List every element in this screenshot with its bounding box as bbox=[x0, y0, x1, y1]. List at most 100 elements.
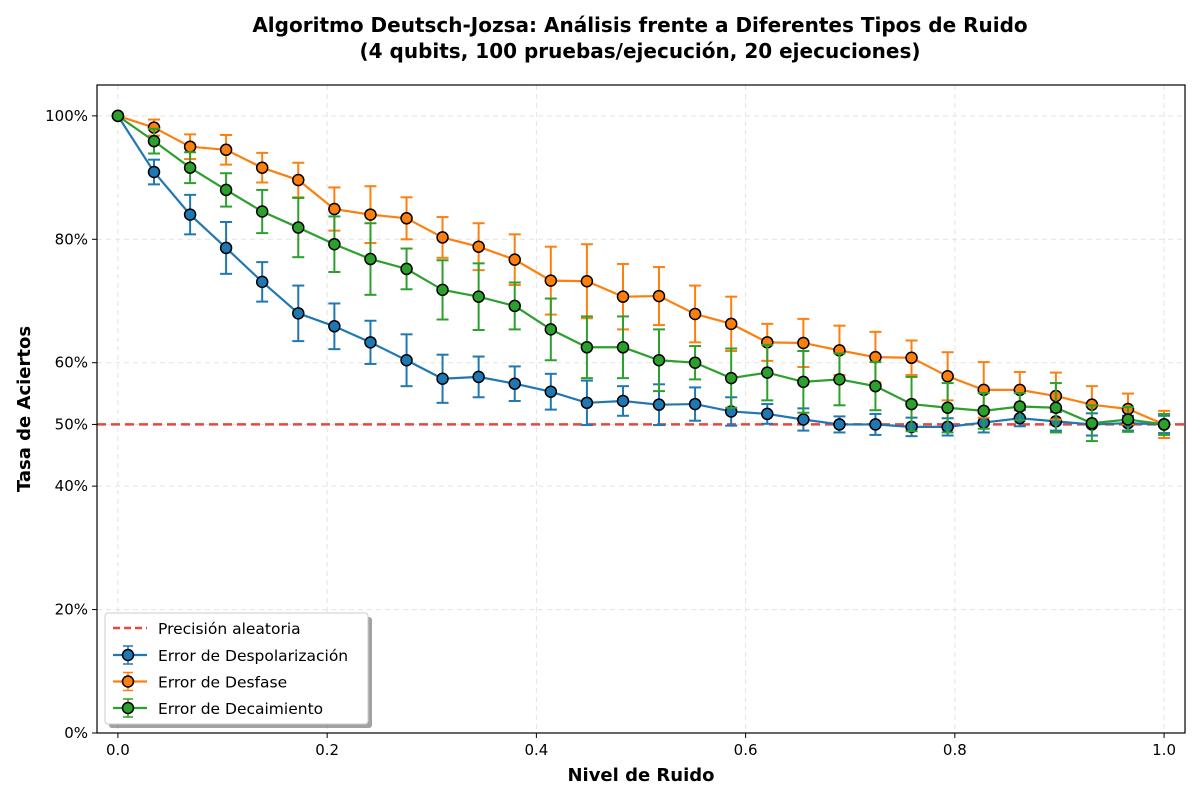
data-point bbox=[436, 283, 449, 297]
data-point bbox=[797, 375, 810, 389]
data-point bbox=[328, 202, 341, 216]
data-point bbox=[1049, 401, 1063, 415]
series-line bbox=[116, 115, 1165, 428]
data-point bbox=[1157, 418, 1171, 431]
series-dephasing bbox=[111, 109, 1171, 440]
x-tick-label: 0.6 bbox=[734, 741, 758, 759]
data-point bbox=[616, 394, 630, 408]
y-tick-label: 80% bbox=[55, 230, 88, 248]
x-axis-label: Nivel de Ruido bbox=[567, 765, 714, 786]
data-point bbox=[400, 262, 413, 276]
y-tick-label: 20% bbox=[55, 601, 88, 619]
data-point bbox=[400, 212, 413, 225]
data-point bbox=[869, 350, 882, 364]
data-point bbox=[147, 165, 161, 179]
data-point bbox=[941, 370, 954, 383]
data-point bbox=[508, 377, 521, 390]
data-point bbox=[616, 341, 630, 354]
series-layer bbox=[111, 109, 1171, 443]
y-tick-label: 40% bbox=[55, 477, 88, 495]
legend-label: Error de Decaimiento bbox=[158, 700, 323, 718]
legend-swatch-marker bbox=[121, 675, 135, 688]
data-point bbox=[652, 289, 666, 303]
data-point bbox=[616, 290, 630, 303]
legend-swatch-marker bbox=[121, 701, 135, 715]
series-line bbox=[117, 114, 1165, 426]
series-decay bbox=[111, 109, 1171, 443]
data-point bbox=[869, 379, 882, 393]
legend-item-decay: Error de Decaimiento bbox=[113, 698, 323, 718]
x-tick-label: 0.0 bbox=[106, 741, 130, 759]
data-point bbox=[183, 140, 197, 153]
plot-frame bbox=[96, 84, 1186, 734]
data-point bbox=[869, 418, 882, 431]
data-point bbox=[292, 173, 305, 187]
data-point bbox=[905, 397, 918, 411]
data-point bbox=[364, 208, 377, 221]
legend-swatch-marker bbox=[121, 648, 135, 662]
data-point bbox=[1121, 413, 1135, 426]
data-point bbox=[219, 143, 233, 157]
y-axis-ticks: 0% 20% 40% 50% 60% 80% 100% bbox=[45, 107, 97, 742]
x-axis-ticks: 0.0 0.2 0.4 0.6 0.8 1.0 bbox=[106, 733, 1176, 759]
series-line bbox=[117, 114, 1165, 426]
y-tick-label: 100% bbox=[45, 107, 88, 125]
data-point bbox=[724, 371, 738, 385]
data-point bbox=[688, 397, 702, 411]
data-point bbox=[833, 418, 846, 431]
data-point bbox=[761, 366, 774, 379]
data-point bbox=[688, 307, 702, 321]
data-point bbox=[219, 241, 233, 255]
data-point bbox=[1013, 400, 1027, 413]
legend: Precisión aleatoria Error de Despolariza… bbox=[104, 612, 372, 728]
data-point bbox=[580, 341, 594, 354]
data-point bbox=[761, 407, 774, 421]
data-point bbox=[544, 385, 558, 398]
data-point bbox=[580, 396, 594, 410]
data-point bbox=[183, 208, 197, 221]
series-depolarizing bbox=[111, 109, 1171, 438]
legend-series-items: Error de Despolarización Error de Desfase… bbox=[113, 645, 348, 718]
data-point bbox=[472, 290, 485, 303]
data-point bbox=[977, 404, 990, 418]
x-tick-label: 0.4 bbox=[524, 741, 548, 759]
data-point bbox=[292, 307, 305, 320]
x-tick-label: 0.2 bbox=[315, 741, 339, 759]
legend-label: Error de Desfase bbox=[158, 674, 287, 692]
data-point bbox=[292, 221, 305, 234]
legend-label: Error de Despolarización bbox=[158, 647, 348, 665]
y-axis-label: Tasa de Aciertos bbox=[14, 326, 35, 492]
data-point bbox=[544, 323, 558, 336]
data-point bbox=[833, 373, 846, 386]
legend-item-dephasing: Error de Desfase bbox=[113, 671, 287, 692]
data-point bbox=[328, 320, 341, 333]
data-point bbox=[797, 336, 810, 350]
data-point bbox=[472, 370, 485, 384]
y-tick-label: 0% bbox=[64, 724, 88, 742]
legend-box bbox=[104, 612, 369, 725]
y-tick-label: 50% bbox=[55, 415, 88, 433]
data-point bbox=[472, 240, 485, 253]
data-point bbox=[688, 356, 702, 369]
data-point bbox=[400, 353, 413, 367]
legend-item-depolarizing: Error de Despolarización bbox=[113, 645, 348, 665]
chart-subtitle: (4 qubits, 100 pruebas/ejecución, 20 eje… bbox=[360, 39, 921, 63]
data-point bbox=[905, 351, 918, 365]
data-point bbox=[219, 183, 233, 197]
data-point bbox=[364, 252, 377, 266]
data-point bbox=[941, 401, 954, 415]
x-tick-label: 0.8 bbox=[943, 741, 967, 759]
y-tick-label: 60% bbox=[55, 354, 88, 372]
data-point bbox=[724, 317, 738, 331]
data-point bbox=[652, 353, 666, 367]
data-point bbox=[436, 372, 449, 386]
data-point bbox=[508, 299, 521, 313]
data-point bbox=[544, 274, 558, 287]
chart-title: Algoritmo Deutsch-Jozsa: Análisis frente… bbox=[252, 13, 1027, 37]
data-point bbox=[364, 336, 377, 349]
data-point bbox=[255, 275, 269, 289]
data-point bbox=[580, 275, 594, 288]
data-point bbox=[508, 253, 521, 266]
data-point bbox=[652, 398, 666, 411]
